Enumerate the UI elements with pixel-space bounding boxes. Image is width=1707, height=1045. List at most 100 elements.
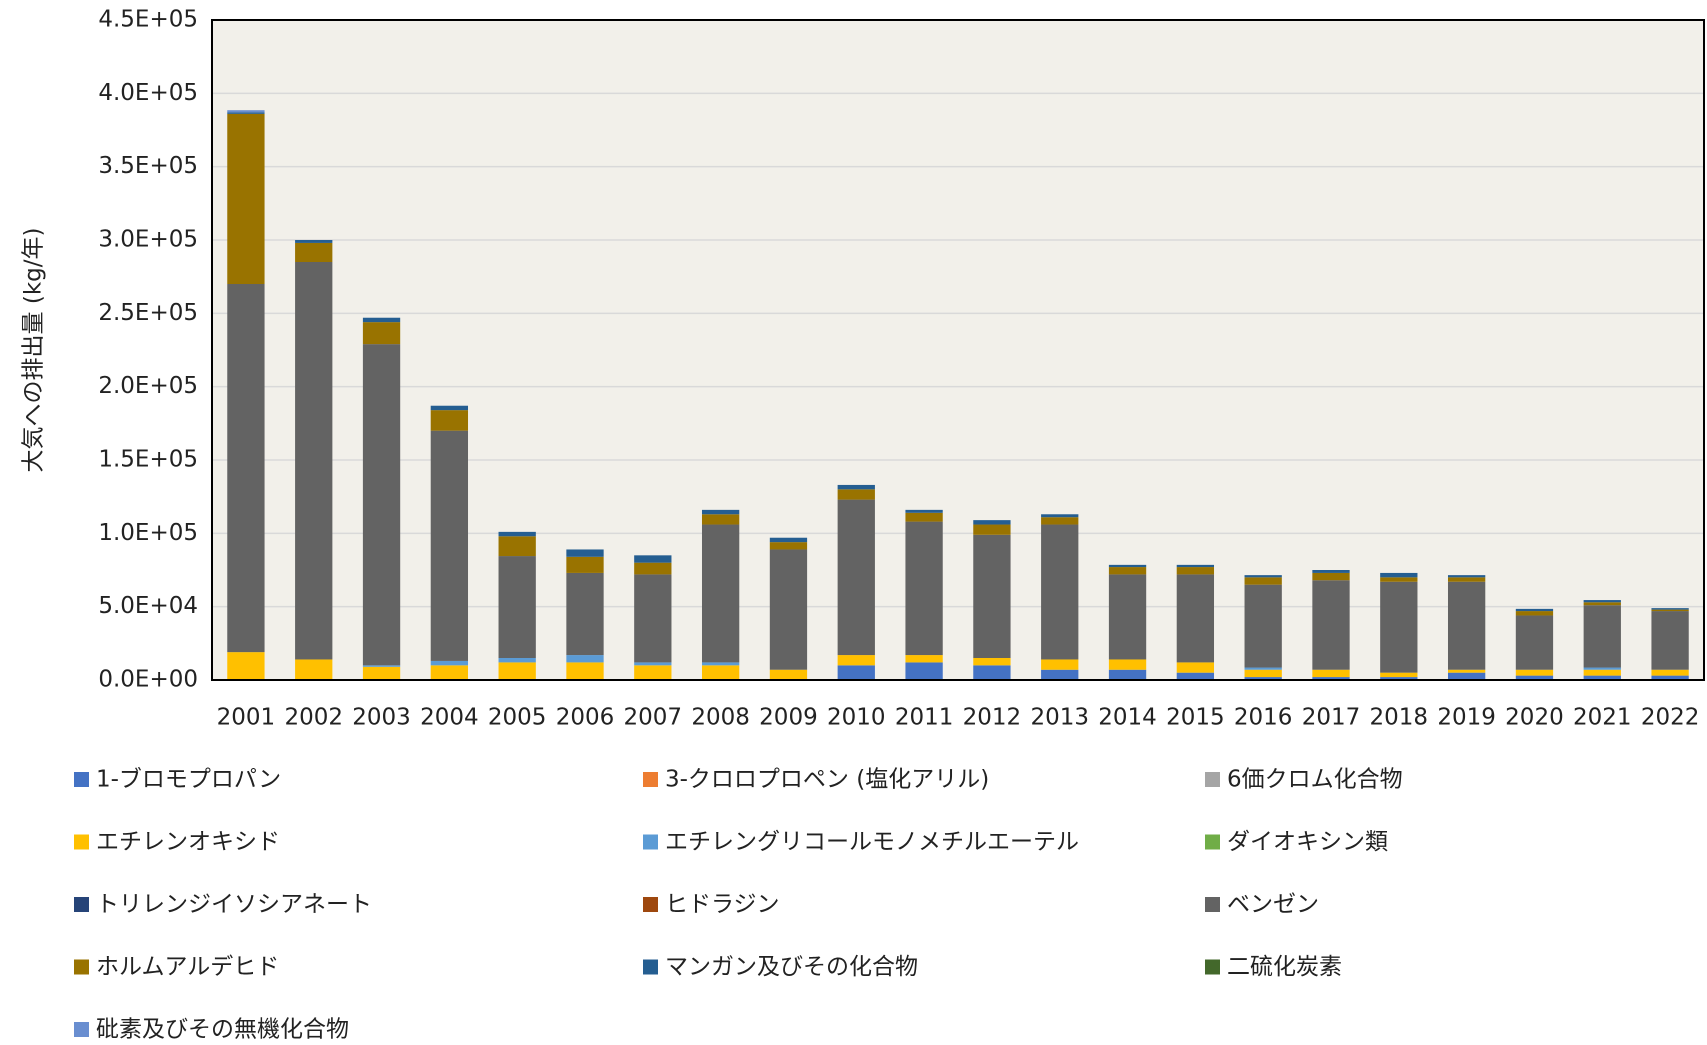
bar-segment [1312, 570, 1350, 573]
bar-segment [1583, 602, 1621, 606]
bar-segment [634, 555, 672, 563]
bar-segment [1041, 517, 1079, 525]
x-tick-label: 2011 [895, 705, 954, 731]
x-tick-label: 2017 [1302, 705, 1361, 731]
legend-label: ベンゼン [1227, 892, 1319, 918]
legend-swatch [74, 897, 89, 912]
y-tick-label: 4.0E+05 [98, 80, 198, 106]
bar-segment [295, 262, 333, 660]
x-tick-label: 2018 [1370, 705, 1429, 731]
bar-segment [295, 242, 333, 262]
legend-label: ヒドラジン [665, 892, 780, 918]
legend-swatch [643, 897, 658, 912]
bar-segment [905, 512, 943, 522]
x-tick-label: 2010 [827, 705, 886, 731]
bar-segment [837, 484, 875, 490]
x-tick-label: 2006 [556, 705, 615, 731]
bar-segment [1244, 677, 1282, 680]
x-tick-label: 2020 [1505, 705, 1564, 731]
bar-segment [362, 666, 401, 680]
bar-segment [1244, 667, 1282, 670]
bar-segment [634, 574, 672, 663]
y-tick-label: 2.0E+05 [98, 373, 198, 399]
bar-segment [1651, 609, 1689, 612]
x-tick-label: 2009 [759, 705, 818, 731]
bar-segment [701, 665, 740, 680]
x-tick-label: 2013 [1030, 705, 1089, 731]
legend-swatch [643, 959, 658, 975]
legend-label: 砒素及びその無機化合物 [96, 1017, 349, 1043]
x-tick-label: 2015 [1166, 705, 1225, 731]
bar-segment [1583, 669, 1621, 676]
legend-label: 6価クロム化合物 [1227, 767, 1403, 793]
legend-swatch [1205, 834, 1220, 850]
legend-swatch [1205, 772, 1220, 787]
bar-segment [1447, 577, 1486, 582]
bar-segment [430, 430, 469, 661]
bar-segment [1583, 667, 1621, 670]
bar-segment [566, 662, 604, 680]
bar-segment [1651, 675, 1689, 680]
bar-segment [498, 531, 536, 537]
legend-swatch [74, 1022, 89, 1037]
bar-segment [227, 110, 265, 113]
x-tick-label: 2014 [1098, 705, 1157, 731]
bar-segment [1447, 581, 1486, 670]
bar-segment [973, 520, 1011, 525]
legend-label: 二硫化炭素 [1227, 954, 1342, 980]
bar-segment [430, 410, 469, 431]
x-tick-label: 2008 [691, 705, 750, 731]
bar-segment [566, 556, 604, 573]
bar-segment [1244, 577, 1282, 585]
bar-segment [1447, 672, 1486, 680]
bar-segment [837, 655, 875, 666]
bar-segment [1041, 524, 1079, 660]
bar-segment [701, 662, 740, 666]
bar-segment [1380, 577, 1418, 582]
bar-segment [1515, 675, 1554, 680]
legend-label: 3-クロロプロペン (塩化アリル) [665, 767, 989, 793]
bar-segment [1312, 669, 1350, 678]
bar-segment [1244, 669, 1282, 678]
plot-border [211, 19, 1705, 681]
y-tick-label: 3.5E+05 [98, 153, 198, 179]
y-tick-label: 1.5E+05 [98, 447, 198, 473]
legend-label: エチレングリコールモノメチルエーテル [665, 829, 1079, 855]
bar-segment [905, 655, 943, 663]
bar-segment [1041, 514, 1079, 518]
bar-segment [1108, 574, 1147, 660]
bar-segment [498, 662, 536, 680]
bar-segment [973, 665, 1011, 680]
legend-label: エチレンオキシド [96, 829, 280, 855]
bar-segment [1312, 677, 1350, 680]
y-tick-label: 4.5E+05 [98, 7, 198, 33]
bar-segment [1312, 580, 1350, 670]
legend-swatch [74, 772, 89, 787]
bar-segment [1515, 608, 1554, 612]
bar-segment [1651, 669, 1689, 676]
bar-segment [837, 499, 875, 656]
bar-segment [295, 240, 333, 243]
bar-segment [769, 542, 808, 550]
bar-segment [1176, 672, 1215, 680]
bar-segment [905, 521, 943, 656]
bar-segment [634, 562, 672, 575]
x-tick-label: 2016 [1234, 705, 1293, 731]
bar-segment [1176, 662, 1215, 673]
legend-label: ダイオキシン類 [1227, 829, 1388, 855]
bar-segment [1041, 659, 1079, 670]
bar-segment [362, 665, 401, 667]
bar-segment [227, 284, 265, 653]
bar-segment [701, 514, 740, 525]
bar-segment [1312, 572, 1350, 581]
bar-segment [1447, 575, 1486, 578]
bar-segment [634, 662, 672, 666]
legend-label: マンガン及びその化合物 [665, 954, 918, 980]
y-tick-label: 1.0E+05 [98, 520, 198, 546]
bar-segment [1380, 672, 1418, 678]
legend-swatch [1205, 959, 1220, 975]
bar-segment [1583, 605, 1621, 668]
y-tick-label: 3.0E+05 [98, 227, 198, 253]
legend-label: ホルムアルデヒド [96, 954, 279, 980]
